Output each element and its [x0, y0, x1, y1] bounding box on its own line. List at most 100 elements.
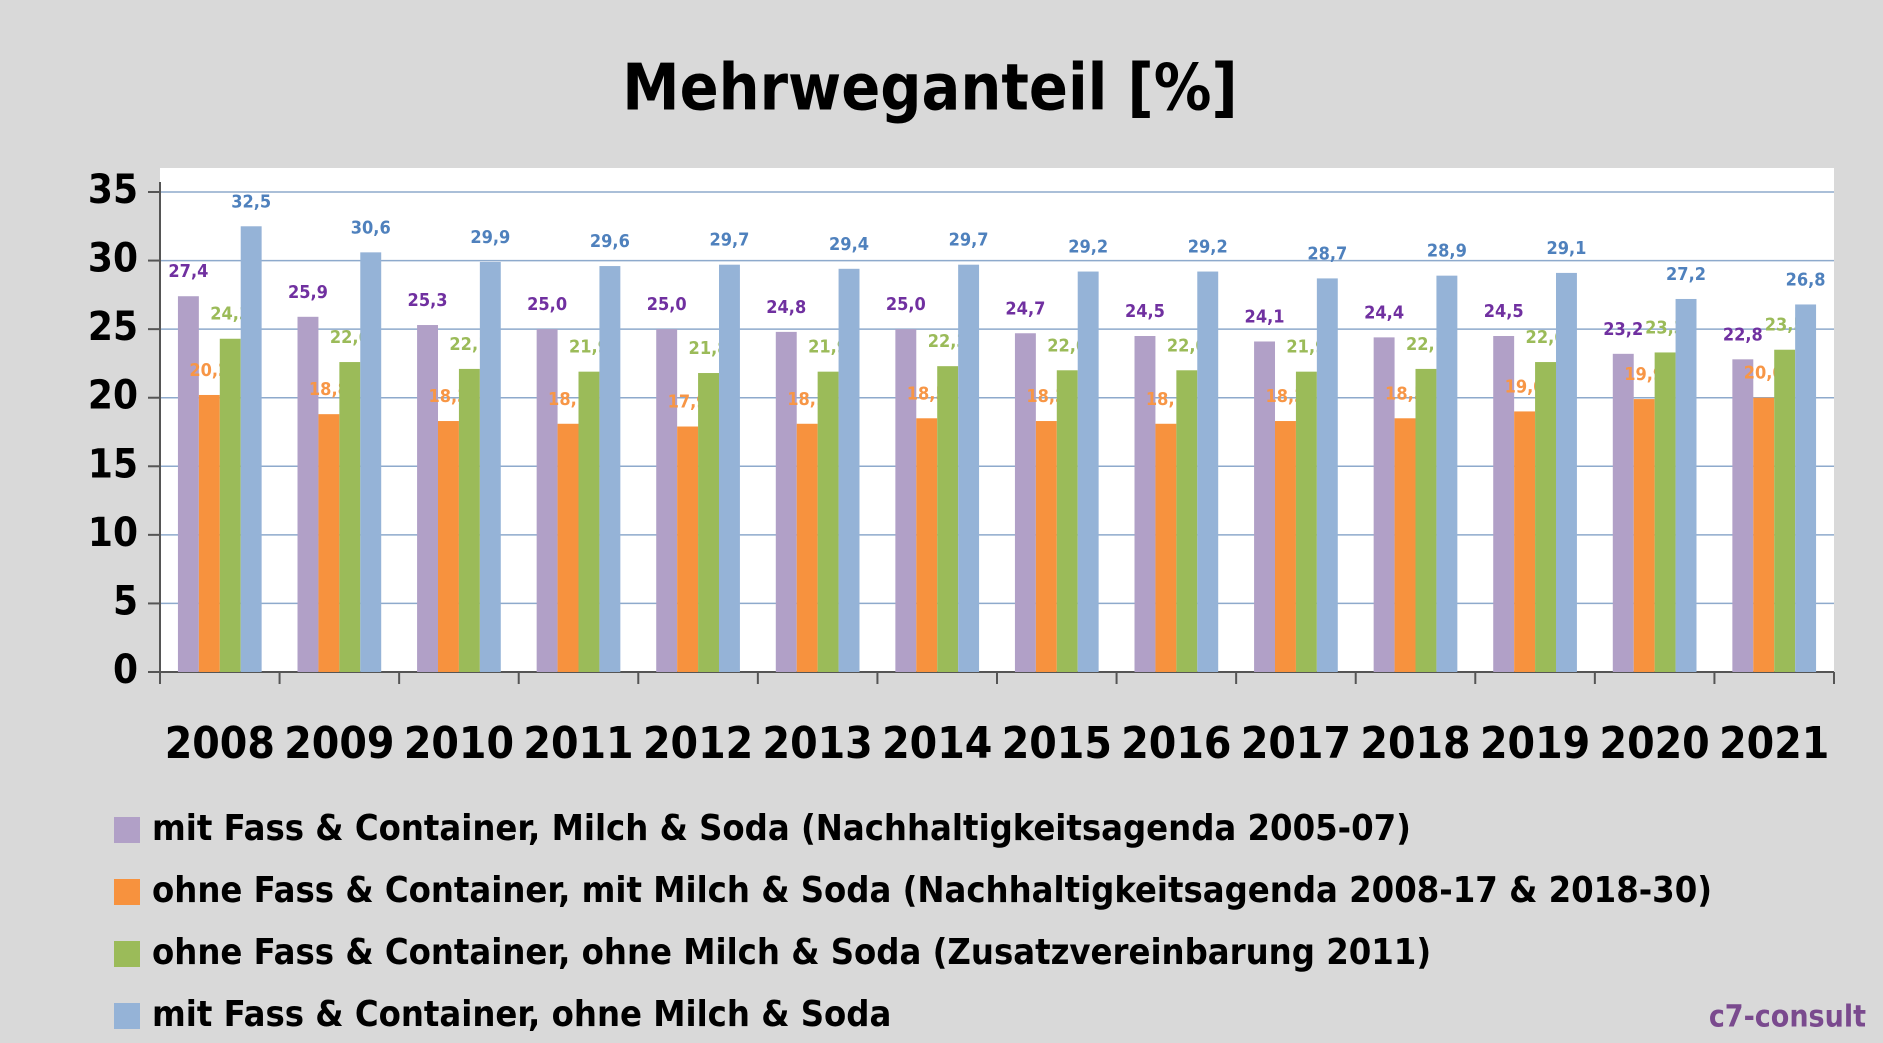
y-tick-label: 15	[88, 441, 138, 487]
data-label: 29,7	[949, 230, 989, 251]
bar	[1535, 362, 1556, 672]
bar	[438, 421, 459, 672]
bar	[937, 366, 959, 672]
data-label: 29,7	[709, 230, 749, 251]
data-label: 29,1	[1546, 238, 1586, 259]
y-tick-label: 20	[88, 373, 138, 419]
bar	[1514, 411, 1536, 672]
bar	[1134, 336, 1156, 672]
data-label: 21,9	[1286, 337, 1326, 358]
bar	[1612, 353, 1634, 672]
bar	[1056, 370, 1078, 672]
x-tick-label: 2012	[643, 718, 753, 769]
bar	[557, 423, 579, 672]
bar	[240, 226, 262, 673]
data-label: 29,9	[470, 227, 510, 248]
bar	[219, 338, 241, 672]
logo: c7-consult	[1709, 1000, 1866, 1035]
legend-swatch	[114, 879, 140, 905]
data-label: 25,0	[886, 294, 926, 315]
data-label: 24,7	[1005, 298, 1045, 319]
data-label: 23,5	[1765, 315, 1805, 336]
data-label: 32,5	[231, 191, 271, 212]
bar	[1774, 349, 1796, 672]
bar	[297, 316, 319, 672]
data-label: 21,9	[808, 337, 848, 358]
data-label: 22,1	[1406, 334, 1446, 355]
data-label: 23,2	[1603, 319, 1643, 340]
data-label: 22,0	[1047, 335, 1087, 356]
bar	[458, 368, 480, 672]
legend-label: mit Fass & Container, ohne Milch & Soda	[152, 994, 891, 1035]
x-tick-label: 2010	[404, 718, 514, 769]
data-label: 21,8	[689, 338, 729, 359]
bar	[698, 373, 719, 672]
data-label: 22,1	[449, 334, 489, 355]
data-label: 20,0	[1744, 363, 1784, 384]
bar	[1373, 337, 1395, 672]
y-tick-label: 30	[88, 236, 138, 282]
data-label: 18,5	[907, 383, 947, 404]
data-label: 29,2	[1188, 237, 1228, 258]
bar	[417, 325, 439, 672]
x-tick-label: 2014	[882, 718, 992, 769]
bar	[1753, 397, 1775, 672]
chart-title: Mehrweganteil [%]	[622, 52, 1237, 126]
data-label: 18,5	[1385, 383, 1425, 404]
data-label: 25,0	[647, 294, 687, 315]
bar	[775, 331, 797, 672]
y-tick-label: 5	[113, 578, 138, 624]
data-label: 22,3	[928, 331, 968, 352]
data-label: 27,2	[1666, 264, 1706, 285]
data-label: 18,3	[428, 386, 468, 407]
bar	[578, 371, 600, 672]
x-tick-label: 2020	[1600, 718, 1710, 769]
x-tick-label: 2017	[1241, 718, 1351, 769]
y-tick-label: 0	[113, 647, 138, 693]
x-tick-label: 2019	[1480, 718, 1590, 769]
data-label: 29,4	[829, 234, 869, 255]
data-label: 18,1	[787, 389, 827, 410]
legend-label: ohne Fass & Container, ohne Milch & Soda…	[152, 932, 1431, 973]
bar	[1795, 304, 1817, 672]
bar	[1014, 333, 1036, 672]
data-label: 28,9	[1427, 241, 1467, 262]
data-label: 24,5	[1125, 301, 1165, 322]
y-tick-label: 35	[88, 167, 138, 213]
data-label: 22,0	[1167, 335, 1207, 356]
data-label: 23,3	[1645, 317, 1685, 338]
data-label: 30,6	[351, 217, 391, 238]
bar	[838, 268, 860, 672]
data-label: 25,0	[527, 294, 567, 315]
bar	[895, 329, 917, 672]
bar	[1633, 399, 1655, 672]
x-tick-label: 2016	[1121, 718, 1231, 769]
data-label: 24,3	[210, 304, 250, 325]
bar	[339, 362, 361, 672]
bar	[318, 414, 340, 672]
bar	[718, 264, 740, 672]
data-label: 22,6	[1526, 327, 1566, 348]
bar	[1654, 352, 1676, 672]
bar	[1077, 271, 1099, 672]
legend-swatch	[114, 1003, 140, 1029]
data-label: 22,8	[1723, 324, 1763, 345]
bar	[656, 329, 678, 672]
bar	[1275, 421, 1296, 672]
bar	[1295, 371, 1317, 672]
data-label: 18,3	[1265, 386, 1305, 407]
x-tick-label: 2011	[523, 718, 633, 769]
bar	[1176, 370, 1198, 672]
bar	[198, 394, 220, 672]
data-label: 25,3	[408, 290, 448, 311]
bar	[360, 252, 382, 673]
data-label: 17,9	[668, 392, 708, 413]
bar	[1394, 418, 1416, 672]
data-label: 18,1	[548, 389, 588, 410]
bar	[536, 329, 558, 672]
data-label: 19,9	[1624, 364, 1664, 385]
x-tick-label: 2015	[1002, 718, 1112, 769]
bar	[796, 423, 818, 672]
x-tick-label: 2018	[1360, 718, 1470, 769]
x-tick-label: 2008	[165, 718, 275, 769]
